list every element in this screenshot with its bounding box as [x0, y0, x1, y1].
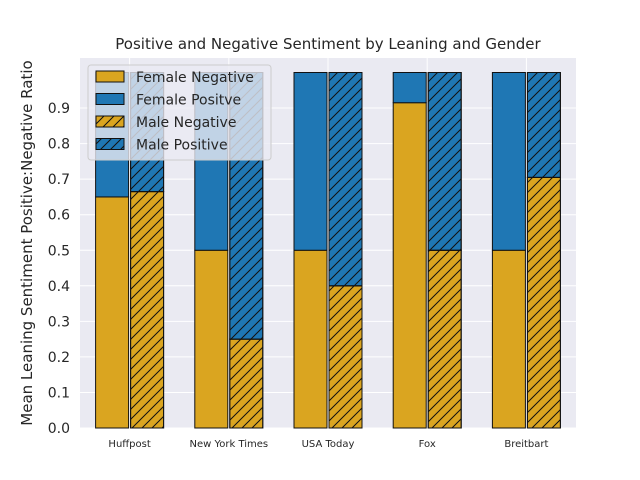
- bar-hatch-male-positive: [328, 72, 363, 287]
- y-axis-label: Mean Leaning Sentiment Positive:Negative…: [18, 60, 36, 425]
- x-tick-label: Fox: [419, 439, 436, 450]
- y-tick-label: 0.8: [48, 137, 70, 153]
- legend-label: Female Negative: [136, 70, 254, 86]
- bar-hatch-male-negative: [427, 249, 462, 429]
- legend-label: Female Positve: [136, 93, 241, 109]
- bar-hatch-male-positive: [526, 72, 561, 178]
- legend-box: [87, 64, 272, 161]
- bar-female-positve: [491, 72, 526, 251]
- bar-female-negative: [194, 249, 229, 429]
- bar-female-negative: [293, 249, 328, 429]
- x-axis-ticks: Huffpost New York Times USA Today Fox Breitb…: [108, 439, 548, 450]
- y-tick-label: 0.5: [48, 243, 70, 259]
- legend-swatch-hatch-male-negative: [95, 115, 125, 128]
- bar-female-positve: [293, 72, 328, 251]
- y-tick-label: 0.1: [48, 385, 70, 401]
- legend-label: Male Negative: [136, 115, 236, 131]
- bar-female-negative: [95, 196, 130, 429]
- legend: Female Negative Female Positve Male Negati…: [87, 64, 272, 161]
- legend-label: Male Positive: [136, 138, 228, 154]
- x-tick-label: New York Times: [189, 439, 268, 450]
- legend-swatch-hatch-male-positive: [95, 138, 125, 150]
- x-tick-label: Huffpost: [108, 439, 150, 450]
- bar-hatch-male-negative: [130, 191, 165, 429]
- bar-hatch-male-negative: [229, 338, 264, 429]
- y-tick-label: 0.7: [48, 172, 70, 188]
- bar-hatch-male-negative: [526, 176, 561, 429]
- y-axis-ticks: 0.0 0.1 0.2 0.3 0.4 0.5 0.6 0.7 0.8 0.9: [48, 101, 70, 437]
- bar-female-negative: [392, 102, 427, 429]
- chart-title: Positive and Negative Sentiment by Leani…: [115, 35, 541, 53]
- y-tick-label: 0.9: [48, 101, 70, 117]
- y-tick-label: 0.4: [48, 279, 70, 295]
- y-tick-label: 0.3: [48, 314, 70, 330]
- legend-swatch-female-positve: [95, 93, 125, 105]
- x-tick-label: Breitbart: [504, 439, 548, 450]
- bar-hatch-male-negative: [328, 285, 363, 429]
- y-tick-label: 0.0: [48, 421, 70, 437]
- legend-swatch-female-negative: [95, 70, 125, 83]
- bar-female-positve: [392, 72, 427, 104]
- y-tick-label: 0.6: [48, 208, 70, 224]
- bar-female-negative: [491, 249, 526, 429]
- y-tick-label: 0.2: [48, 350, 70, 366]
- bar-hatch-male-positive: [427, 72, 462, 251]
- x-tick-label: USA Today: [302, 439, 355, 450]
